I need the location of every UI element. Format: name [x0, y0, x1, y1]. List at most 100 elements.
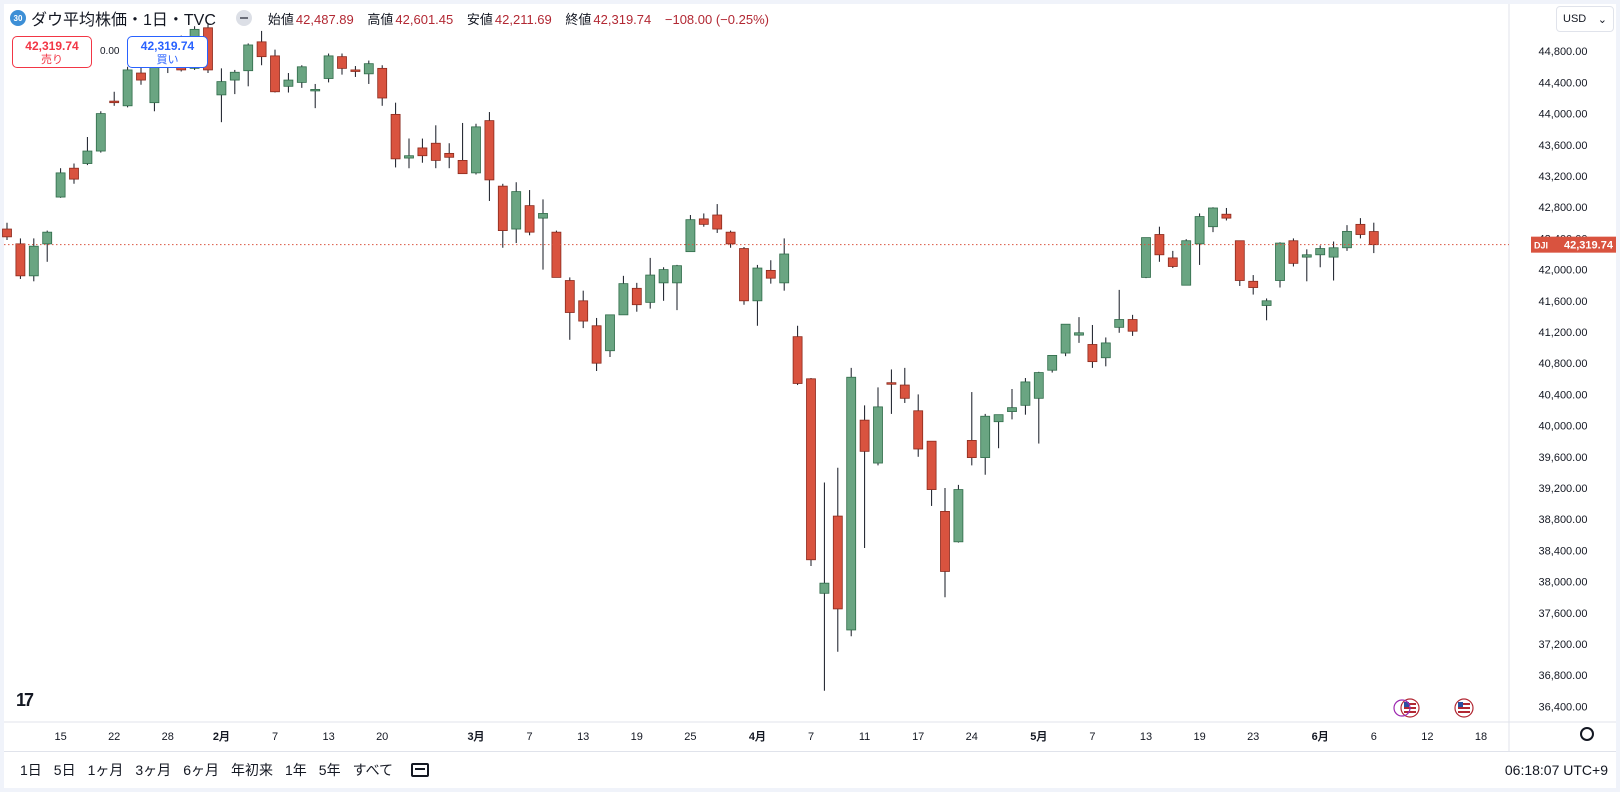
price-chart[interactable]: 36,400.00 36,800.00 37,200.00 37,600.00 38,0… [0, 0, 1620, 752]
candle-body [1154, 234, 1165, 256]
candle-body [913, 410, 924, 450]
time-tick-label: 13 [322, 731, 334, 743]
sell-label: 売り [41, 54, 63, 66]
candle-body [1342, 230, 1352, 249]
candle-body [1275, 242, 1285, 281]
candle-body [283, 79, 294, 87]
sell-button[interactable]: 42,319.74 売り [12, 36, 92, 68]
candle-body [524, 205, 535, 233]
buy-button[interactable]: 42,319.74 買い [127, 36, 208, 68]
candle-body [95, 113, 106, 152]
candle-body [1060, 323, 1071, 354]
range-ytd-button[interactable]: 年初来 [230, 762, 273, 778]
candle-body [605, 314, 615, 352]
candle-body [1181, 240, 1192, 286]
candle-body [28, 245, 39, 277]
candle-body [1288, 240, 1299, 264]
flag-stripe [1458, 707, 1470, 709]
tradingview-logo-icon[interactable]: 17 [16, 690, 34, 710]
range-all-button[interactable]: すべて [352, 762, 394, 778]
candle-body [806, 378, 816, 561]
chart-area [4, 4, 1616, 752]
candle-body [511, 191, 522, 230]
range-1m-button[interactable]: 1ヶ月 [87, 762, 124, 778]
candle-body [980, 415, 991, 458]
range-1y-button[interactable]: 1年 [284, 762, 307, 778]
flag-canton [1458, 702, 1463, 707]
chart-legend: 30 ダウ平均株価・1日・TVC 始値 42,487.89 高値 42,601.45… [10, 7, 779, 29]
candle-body [243, 44, 254, 72]
candle-body [1087, 344, 1098, 363]
open-value: 42,487.89 [295, 11, 354, 27]
candle-body [497, 185, 508, 231]
candle-body [859, 419, 870, 452]
price-tick-label: 39,200.00 [1539, 483, 1588, 495]
settings-icon[interactable] [1580, 727, 1594, 741]
hide-legend-icon[interactable] [235, 10, 252, 26]
candle-body [993, 414, 1004, 423]
calendar-icon[interactable] [411, 763, 430, 777]
candle-body [1248, 280, 1259, 288]
candle-body [792, 336, 803, 384]
last-price-tag [1531, 236, 1616, 253]
candle-body [1315, 248, 1326, 256]
candle-body [1141, 237, 1151, 278]
bottom-toolbar: 1日 5日 1ヶ月 3ヶ月 6ヶ月 年初来 1年 5年 すべて 06:18:07… [4, 752, 1616, 788]
price-tick-label: 44,400.00 [1539, 77, 1588, 89]
candle-body [752, 267, 763, 302]
price-tick-label: 36,800.00 [1539, 670, 1588, 682]
buy-price: 42,319.74 [140, 39, 195, 53]
price-tick-label: 41,200.00 [1539, 327, 1588, 339]
candle-body [109, 100, 120, 104]
range-1d-button[interactable]: 1日 [20, 762, 42, 778]
candle-body [578, 300, 589, 322]
candle-body [1033, 372, 1044, 399]
sell-price: 42,319.74 [25, 39, 79, 53]
candle-body [337, 56, 347, 69]
currency-select[interactable]: USD ⌄ [1556, 6, 1614, 32]
chart-title[interactable]: ダウ平均株価・1日・TVC [31, 12, 216, 29]
candle-body [739, 248, 749, 302]
price-tick-label: 38,400.00 [1539, 545, 1588, 557]
ohlc-values: 始値 42,487.89 高値 42,601.45 安値 42,211.69 終値 42… [268, 9, 779, 28]
candle-body [1167, 257, 1178, 267]
price-axis: 36,400.00 36,800.00 37,200.00 37,600.00 38,0… [1531, 46, 1616, 713]
candle-body [15, 243, 26, 277]
open-label: 始値 [267, 11, 294, 27]
price-tick-label: 37,600.00 [1539, 608, 1588, 620]
candle-body [430, 142, 441, 161]
price-tick-label: 37,200.00 [1539, 639, 1588, 651]
candle-body [1368, 231, 1379, 246]
range-3m-button[interactable]: 3ヶ月 [135, 762, 172, 778]
candle-body [966, 440, 977, 458]
candle-body [1301, 254, 1312, 258]
flag-stripe [1404, 711, 1416, 713]
candle-body [323, 55, 334, 79]
currency-value: USD [1563, 13, 1587, 25]
candle-body [873, 406, 883, 464]
price-tick-label: 40,800.00 [1539, 358, 1588, 370]
candle-body [551, 231, 562, 278]
time-tick-label: 23 [1247, 731, 1259, 743]
range-5d-button[interactable]: 5日 [53, 762, 76, 778]
flag-stripe [1458, 711, 1470, 713]
candle-body [1100, 342, 1111, 359]
candle-body [1127, 319, 1138, 332]
range-6m-button[interactable]: 6ヶ月 [183, 762, 219, 778]
time-tick-label: 15 [54, 731, 66, 743]
candle-body [390, 113, 401, 160]
candle-body [256, 41, 267, 58]
price-tick-label: 40,000.00 [1539, 421, 1588, 433]
candle-body [55, 172, 66, 198]
range-5y-button[interactable]: 5年 [318, 762, 341, 778]
candle-body [846, 376, 857, 631]
candle-body [2, 228, 12, 238]
candle-body [564, 280, 575, 313]
time-tick-label: 6月 [1312, 730, 1329, 743]
time-tick-label: 12 [1421, 731, 1433, 743]
close-label: 終値 [565, 11, 592, 27]
high-label: 高値 [367, 11, 394, 27]
candle-body [1194, 216, 1205, 245]
candle-body [712, 214, 723, 230]
spread-value: 0.00 [100, 46, 120, 57]
